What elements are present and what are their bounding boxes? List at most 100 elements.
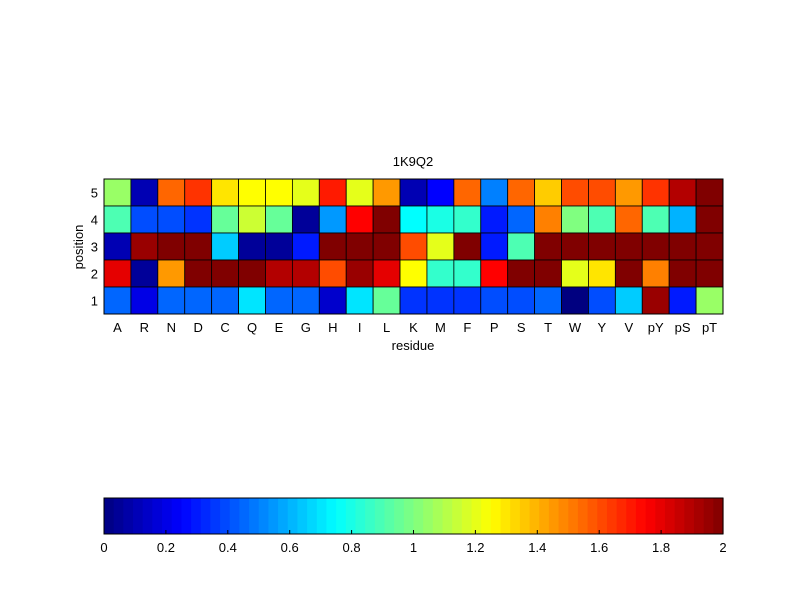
heatmap-cell — [453, 259, 482, 288]
chart-title: 1K9Q2 — [393, 154, 433, 169]
x-tick-label: pT — [702, 320, 717, 335]
heatmap-cell — [372, 205, 401, 234]
colorbar-segment — [413, 498, 424, 534]
heatmap-cell — [157, 286, 186, 315]
colorbar-tick-label: 1.8 — [652, 540, 670, 555]
colorbar-segment — [384, 498, 395, 534]
colorbar-segment — [268, 498, 279, 534]
heatmap-cell — [130, 178, 159, 207]
heatmap-cell — [561, 286, 589, 315]
colorbar-segment — [249, 498, 260, 534]
heatmap-cell — [534, 259, 562, 288]
heatmap-cell — [345, 259, 374, 288]
y-tick-label: 4 — [91, 213, 98, 228]
heatmap-cell — [157, 259, 186, 288]
colorbar-segment — [471, 498, 482, 534]
heatmap-cell — [480, 178, 509, 207]
heatmap-cell — [211, 232, 239, 261]
heatmap-cell — [345, 286, 374, 315]
colorbar-segment — [693, 498, 705, 534]
heatmap-cell — [534, 205, 562, 234]
colorbar-segment — [452, 498, 463, 534]
colorbar-tick-label: 1.2 — [466, 540, 484, 555]
heatmap-cell — [695, 178, 724, 207]
colorbar-segment — [684, 498, 695, 534]
heatmap-cell — [318, 259, 347, 288]
heatmap-cell — [695, 232, 724, 261]
heatmap-cell — [561, 232, 589, 261]
heatmap-cell — [318, 178, 347, 207]
x-tick-label: pS — [675, 320, 691, 335]
heatmap-cell — [426, 286, 455, 315]
heatmap-cell — [561, 178, 589, 207]
colorbar-segment — [568, 498, 579, 534]
colorbar-tick-label: 0.6 — [281, 540, 299, 555]
x-tick-label: V — [624, 320, 633, 335]
heatmap-cell — [668, 178, 697, 207]
colorbar-segment — [316, 498, 328, 534]
heatmap-cell — [130, 259, 159, 288]
colorbar-segment — [703, 498, 714, 534]
colorbar-segment — [278, 498, 289, 534]
heatmap-cell — [211, 259, 239, 288]
heatmap-cell — [507, 178, 536, 207]
heatmap-cell — [641, 259, 670, 288]
heatmap-cell — [184, 178, 213, 207]
heatmap-cell — [265, 205, 293, 234]
heatmap-cell — [534, 232, 562, 261]
colorbar-segment — [403, 498, 415, 534]
heatmap-cell — [399, 205, 428, 234]
heatmap-cell — [588, 286, 616, 315]
heatmap-cell — [184, 205, 213, 234]
x-tick-label: S — [517, 320, 526, 335]
colorbar-tick-label: 0.2 — [157, 540, 175, 555]
colorbar-segment — [200, 498, 211, 534]
colorbar-segment — [519, 498, 531, 534]
colorbar-segment — [597, 498, 608, 534]
x-tick-label: L — [383, 320, 390, 335]
heatmap-cell — [588, 259, 616, 288]
heatmap-cell — [184, 232, 213, 261]
colorbar-segment — [548, 498, 560, 534]
heatmap-cell — [372, 178, 401, 207]
colorbar-segment — [181, 498, 192, 534]
colorbar-segment — [394, 498, 405, 534]
heatmap-cell — [372, 286, 401, 315]
colorbar-segment — [500, 498, 511, 534]
colorbar-segment — [432, 498, 444, 534]
heatmap-cell — [561, 259, 589, 288]
colorbar-segment — [635, 498, 647, 534]
heatmap-cell — [668, 286, 697, 315]
y-tick-label: 1 — [91, 294, 98, 309]
heatmap-cell — [211, 205, 239, 234]
colorbar-segment — [626, 498, 637, 534]
heatmap-cell — [453, 286, 482, 315]
heatmap-cell — [103, 259, 132, 288]
colorbar-segment — [374, 498, 386, 534]
x-tick-label: T — [544, 320, 552, 335]
heatmap-cell — [184, 286, 213, 315]
x-tick-label: R — [140, 320, 149, 335]
x-tick-label: H — [328, 320, 337, 335]
heatmap-cell — [588, 205, 616, 234]
colorbar-segment — [133, 498, 144, 534]
heatmap-cell — [561, 205, 589, 234]
heatmap-cell — [103, 178, 132, 207]
heatmap-cell — [184, 259, 213, 288]
x-tick-label: M — [435, 320, 446, 335]
colorbar-segment — [587, 498, 598, 534]
colorbar-segment — [481, 498, 492, 534]
x-tick-label: Q — [247, 320, 257, 335]
heatmap-cell — [211, 178, 239, 207]
colorbar — [104, 498, 724, 534]
heatmap-cell — [238, 286, 266, 315]
heatmap-cell — [399, 178, 428, 207]
x-tick-label: C — [220, 320, 229, 335]
colorbar-segment — [345, 498, 357, 534]
heatmap-cell — [291, 259, 320, 288]
heatmap-cell — [265, 286, 293, 315]
colorbar-segment — [510, 498, 521, 534]
x-tick-label: F — [463, 320, 471, 335]
heatmap-cell — [291, 205, 320, 234]
